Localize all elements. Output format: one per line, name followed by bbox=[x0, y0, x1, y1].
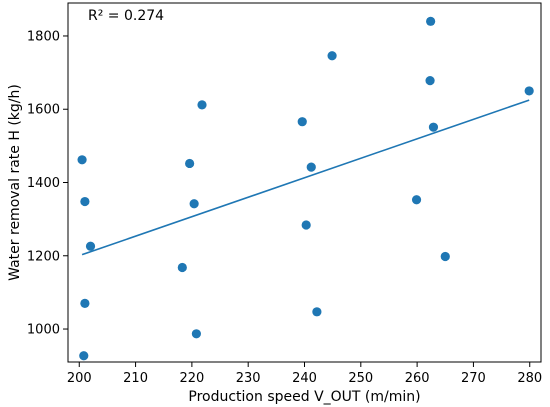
data-point bbox=[197, 100, 207, 110]
data-point bbox=[189, 199, 199, 209]
data-point bbox=[440, 251, 450, 262]
x-axis: 200 210 220 230 240 250 260 270 280 bbox=[67, 362, 542, 386]
regression-line bbox=[81, 99, 530, 256]
data-point bbox=[411, 195, 422, 205]
y-axis: 1000 1200 1400 1600 1800 bbox=[27, 29, 68, 338]
plot-frame bbox=[67, 2, 542, 363]
data-point bbox=[77, 155, 87, 165]
data-point bbox=[297, 117, 307, 127]
x-tick-label: 220 bbox=[179, 371, 204, 386]
plot-area bbox=[77, 16, 534, 361]
data-point bbox=[79, 351, 89, 361]
data-point bbox=[80, 196, 90, 207]
data-point bbox=[80, 298, 90, 308]
data-point bbox=[312, 307, 322, 317]
data-point bbox=[177, 262, 187, 273]
y-tick-label: 1800 bbox=[27, 29, 60, 44]
x-axis-label: Production speed V_OUT (m/min) bbox=[188, 389, 420, 405]
y-tick-label: 1600 bbox=[27, 103, 60, 118]
y-tick-label: 1400 bbox=[27, 176, 60, 191]
x-tick-label: 250 bbox=[348, 371, 373, 386]
x-tick-label: 270 bbox=[461, 371, 486, 386]
data-point bbox=[306, 162, 316, 172]
data-point bbox=[327, 51, 337, 61]
x-tick-label: 200 bbox=[67, 371, 92, 386]
y-axis-label: Water removal rate H (kg/h) bbox=[7, 84, 23, 281]
data-point bbox=[85, 241, 96, 251]
r-squared-annotation: R² = 0.274 bbox=[88, 8, 164, 24]
data-point bbox=[191, 329, 201, 339]
x-tick-label: 210 bbox=[123, 371, 148, 386]
data-point bbox=[524, 86, 534, 96]
data-point bbox=[426, 16, 436, 26]
data-point bbox=[185, 158, 195, 169]
data-point bbox=[428, 122, 439, 132]
x-tick-label: 260 bbox=[405, 371, 430, 386]
x-tick-label: 280 bbox=[517, 371, 542, 386]
y-tick-label: 1200 bbox=[27, 249, 60, 264]
data-point bbox=[301, 220, 311, 230]
x-tick-label: 240 bbox=[292, 371, 317, 386]
y-tick-label: 1000 bbox=[27, 323, 60, 338]
data-point bbox=[425, 76, 435, 86]
x-tick-label: 230 bbox=[236, 371, 261, 386]
